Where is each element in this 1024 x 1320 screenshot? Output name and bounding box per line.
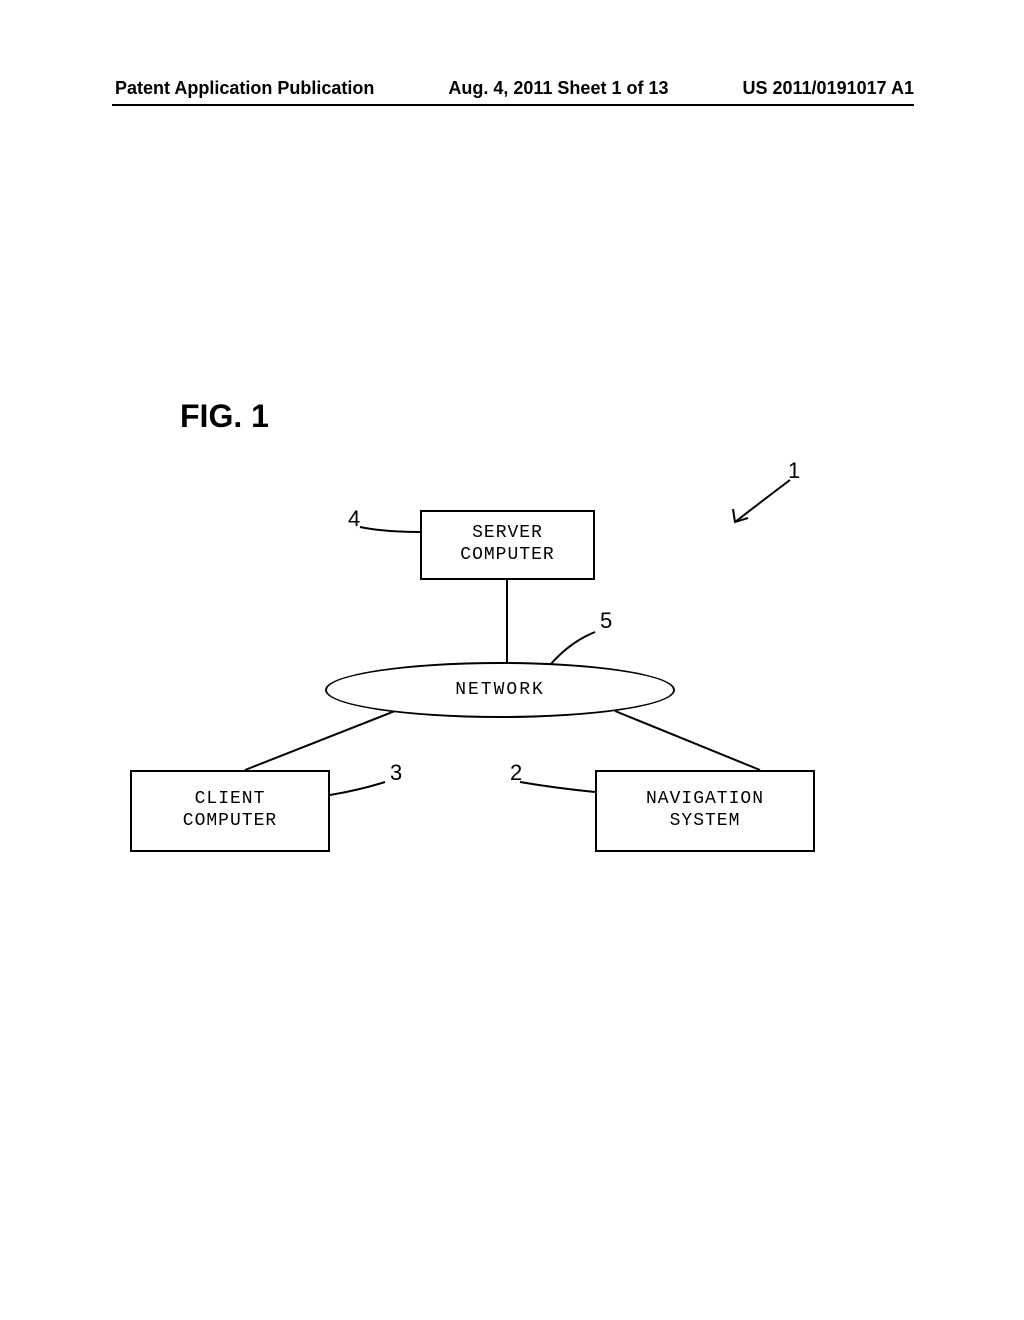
page-header: Patent Application Publication Aug. 4, 2…: [0, 78, 1024, 99]
node-nav-label-1: NAVIGATION: [646, 789, 764, 811]
header-rule: [112, 104, 914, 106]
ref-5: 5: [600, 608, 612, 634]
ref-3: 3: [390, 760, 402, 786]
header-left: Patent Application Publication: [115, 78, 374, 99]
node-server-label-2: COMPUTER: [460, 545, 554, 567]
ref-4: 4: [348, 506, 360, 532]
diagram-container: SERVER COMPUTER 4 NETWORK 5 CLIENT COMPU…: [120, 460, 910, 900]
node-network-label: NETWORK: [455, 680, 545, 700]
figure-title: FIG. 1: [180, 398, 269, 435]
node-server: SERVER COMPUTER: [420, 510, 595, 580]
ref-2: 2: [510, 760, 522, 786]
node-nav: NAVIGATION SYSTEM: [595, 770, 815, 852]
ref-1: 1: [788, 458, 800, 484]
node-server-label-1: SERVER: [472, 523, 543, 545]
node-client: CLIENT COMPUTER: [130, 770, 330, 852]
node-client-label-2: COMPUTER: [183, 811, 277, 833]
node-client-label-1: CLIENT: [195, 789, 266, 811]
header-center: Aug. 4, 2011 Sheet 1 of 13: [448, 78, 668, 99]
node-nav-label-2: SYSTEM: [670, 811, 741, 833]
header-right: US 2011/0191017 A1: [743, 78, 914, 99]
node-network: NETWORK: [325, 662, 675, 718]
